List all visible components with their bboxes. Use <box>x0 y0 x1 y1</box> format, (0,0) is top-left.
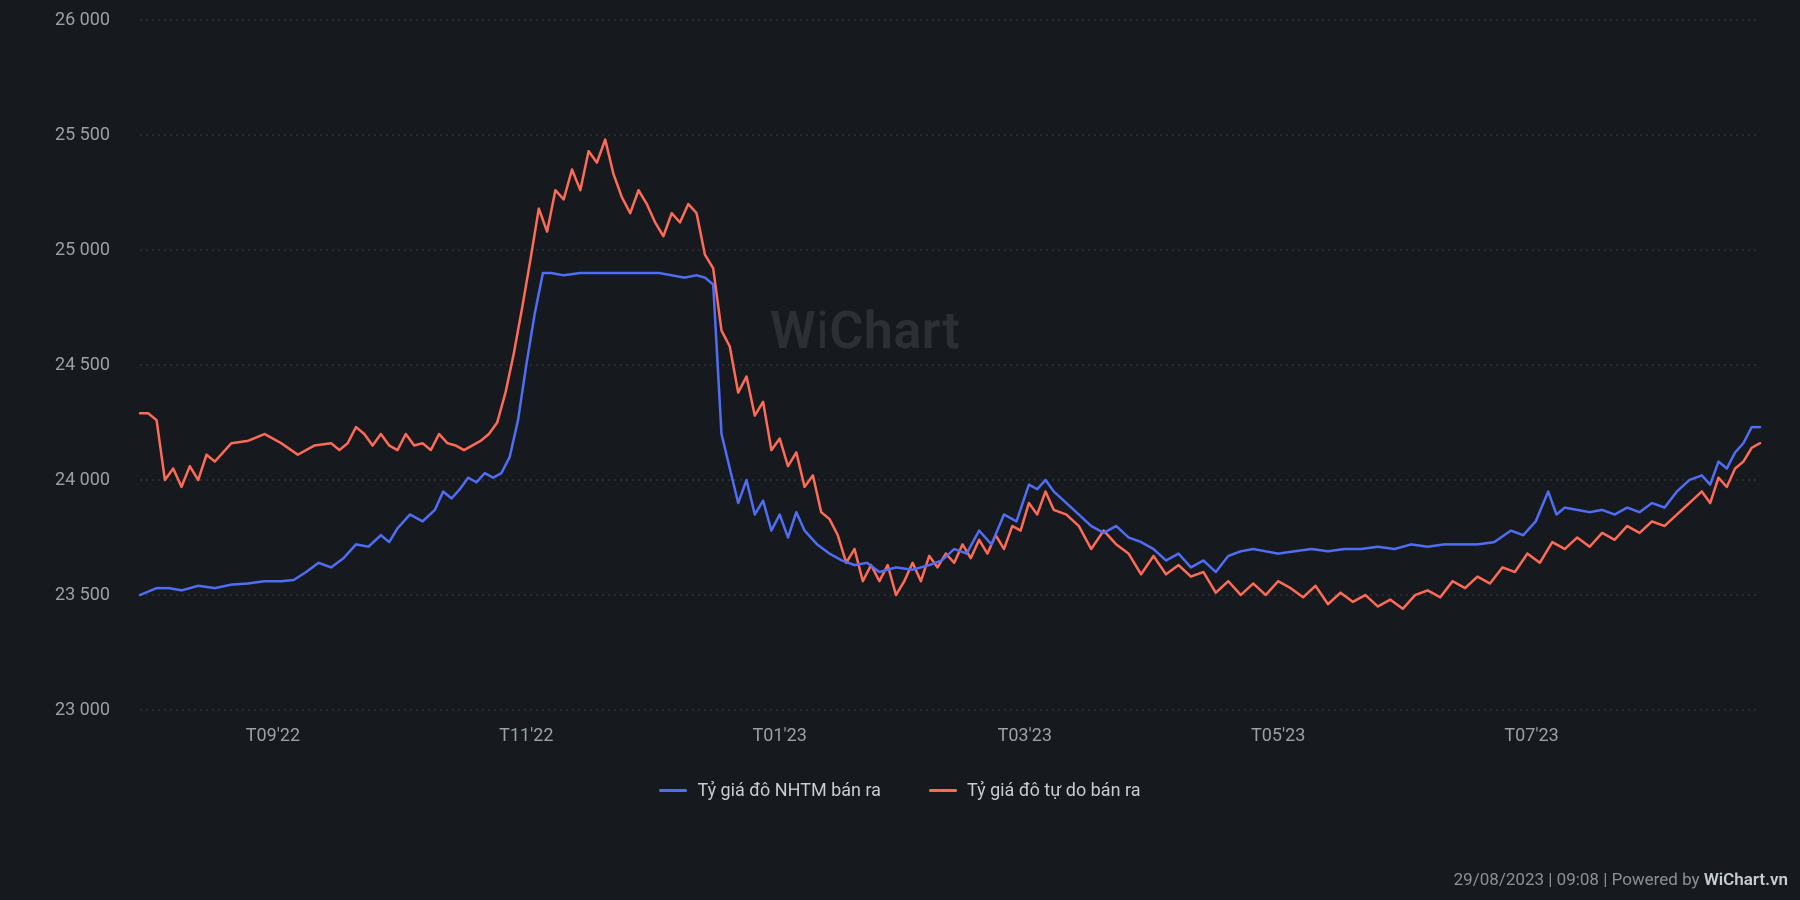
y-tick-label: 25 500 <box>55 124 110 145</box>
legend-swatch <box>659 789 687 792</box>
legend-item[interactable]: Tỷ giá đô tự do bán ra <box>929 780 1141 801</box>
y-tick-label: 25 000 <box>55 239 110 260</box>
legend-swatch <box>929 789 957 792</box>
x-tick-label: T07'23 <box>1504 725 1558 746</box>
chart-legend: Tỷ giá đô NHTM bán ra Tỷ giá đô tự do bán… <box>0 780 1800 801</box>
y-tick-label: 24 500 <box>55 354 110 375</box>
footer-timestamp: 29/08/2023 | 09:08 <box>1454 870 1599 890</box>
y-tick-label: 23 500 <box>55 584 110 605</box>
legend-label: Tỷ giá đô NHTM bán ra <box>697 780 881 801</box>
x-tick-label: T09'22 <box>246 725 300 746</box>
legend-item[interactable]: Tỷ giá đô NHTM bán ra <box>659 780 881 801</box>
chart-canvas: 23 000 23 500 24 000 24 500 25 000 25 500 26 0… <box>0 0 1800 900</box>
x-tick-label: T01'23 <box>753 725 807 746</box>
x-tick-label: T03'23 <box>998 725 1052 746</box>
footer-brand: WiChart.vn <box>1704 870 1788 890</box>
footer-credit-prefix: | Powered by <box>1599 870 1704 890</box>
chart-footer: 29/08/2023 | 09:08 | Powered by WiChart.… <box>1454 870 1788 890</box>
y-tick-label: 24 000 <box>55 469 110 490</box>
series-line <box>140 273 1760 595</box>
x-tick-label: T11'22 <box>499 725 553 746</box>
exchange-rate-chart: 23 000 23 500 24 000 24 500 25 000 25 500 26 0… <box>0 0 1800 900</box>
y-tick-label: 23 000 <box>55 699 110 720</box>
x-tick-label: T05'23 <box>1251 725 1305 746</box>
y-tick-label: 26 000 <box>55 9 110 30</box>
legend-label: Tỷ giá đô tự do bán ra <box>967 780 1141 801</box>
